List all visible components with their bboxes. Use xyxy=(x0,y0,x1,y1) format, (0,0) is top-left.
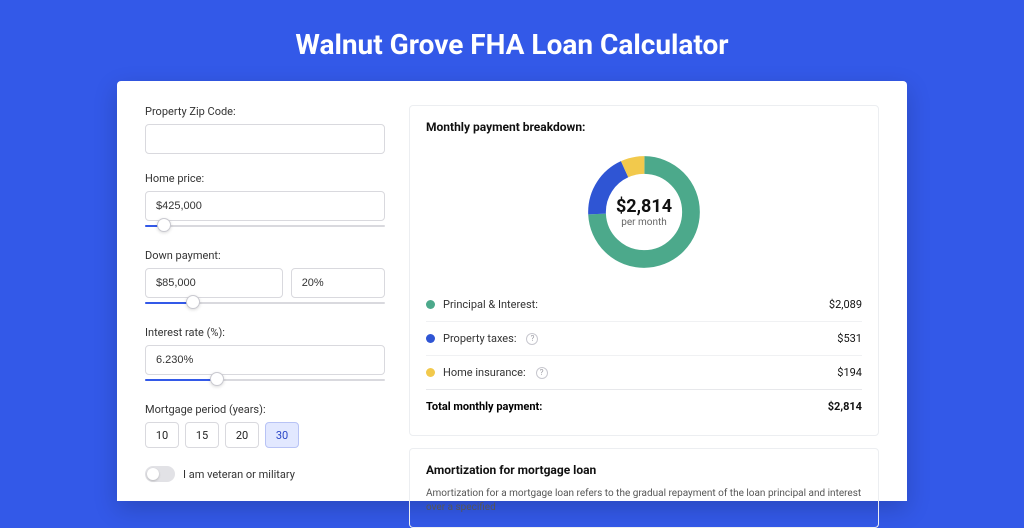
zip-input[interactable] xyxy=(145,124,385,154)
period-field: Mortgage period (years): 10152030 xyxy=(145,403,385,448)
slider-track xyxy=(145,225,385,227)
donut-chart: $2,814 per month xyxy=(582,150,706,274)
down-payment-slider[interactable] xyxy=(145,298,385,308)
home-price-field: Home price: xyxy=(145,172,385,231)
veteran-row: I am veteran or military xyxy=(145,466,385,482)
slider-thumb[interactable] xyxy=(210,372,224,386)
interest-input[interactable] xyxy=(145,345,385,375)
down-payment-label: Down payment: xyxy=(145,249,385,262)
breakdown-title: Monthly payment breakdown: xyxy=(426,120,862,134)
breakdown-panel: Monthly payment breakdown: $2,814 per mo… xyxy=(409,105,879,436)
veteran-label: I am veteran or military xyxy=(183,468,295,481)
legend-label: Home insurance: xyxy=(443,366,526,379)
legend-row-1: Property taxes:? $531 xyxy=(426,321,862,355)
slider-thumb[interactable] xyxy=(157,218,171,232)
period-label: Mortgage period (years): xyxy=(145,403,385,416)
slider-thumb[interactable] xyxy=(186,295,200,309)
interest-field: Interest rate (%): xyxy=(145,326,385,385)
amortization-text: Amortization for a mortgage loan refers … xyxy=(426,487,862,515)
form-column: Property Zip Code: Home price: Down paym… xyxy=(145,105,385,501)
total-label: Total monthly payment: xyxy=(426,400,542,413)
interest-label: Interest rate (%): xyxy=(145,326,385,339)
donut-value: $2,814 xyxy=(616,196,672,217)
zip-label: Property Zip Code: xyxy=(145,105,385,118)
donut-wrap: $2,814 per month xyxy=(426,144,862,288)
toggle-knob xyxy=(147,468,159,480)
period-btn-15[interactable]: 15 xyxy=(185,422,219,448)
legend-dot xyxy=(426,368,435,377)
down-payment-field: Down payment: xyxy=(145,249,385,308)
home-price-slider[interactable] xyxy=(145,221,385,231)
results-column: Monthly payment breakdown: $2,814 per mo… xyxy=(409,105,879,501)
legend-row-2: Home insurance:? $194 xyxy=(426,355,862,389)
veteran-toggle[interactable] xyxy=(145,466,175,482)
slider-fill xyxy=(145,379,217,381)
calculator-card: Property Zip Code: Home price: Down paym… xyxy=(117,81,907,501)
legend-value: $194 xyxy=(837,366,862,379)
legend-label: Principal & Interest: xyxy=(443,298,538,311)
info-icon[interactable]: ? xyxy=(526,333,538,345)
down-payment-pct-input[interactable] xyxy=(291,268,385,298)
down-payment-input[interactable] xyxy=(145,268,283,298)
home-price-input[interactable] xyxy=(145,191,385,221)
home-price-label: Home price: xyxy=(145,172,385,185)
total-row: Total monthly payment: $2,814 xyxy=(426,389,862,423)
period-button-group: 10152030 xyxy=(145,422,385,448)
donut-sub: per month xyxy=(621,217,667,228)
zip-field: Property Zip Code: xyxy=(145,105,385,154)
legend-row-0: Principal & Interest: $2,089 xyxy=(426,288,862,321)
amortization-title: Amortization for mortgage loan xyxy=(426,463,862,477)
amortization-panel: Amortization for mortgage loan Amortizat… xyxy=(409,448,879,528)
period-btn-30[interactable]: 30 xyxy=(265,422,299,448)
period-btn-10[interactable]: 10 xyxy=(145,422,179,448)
interest-slider[interactable] xyxy=(145,375,385,385)
legend-dot xyxy=(426,334,435,343)
legend-label: Property taxes: xyxy=(443,332,516,345)
legend-dot xyxy=(426,300,435,309)
period-btn-20[interactable]: 20 xyxy=(225,422,259,448)
info-icon[interactable]: ? xyxy=(536,367,548,379)
total-value: $2,814 xyxy=(828,400,862,413)
donut-center: $2,814 per month xyxy=(582,150,706,274)
legend-value: $531 xyxy=(837,332,862,345)
page-title: Walnut Grove FHA Loan Calculator xyxy=(0,0,1024,81)
legend-value: $2,089 xyxy=(829,298,862,311)
